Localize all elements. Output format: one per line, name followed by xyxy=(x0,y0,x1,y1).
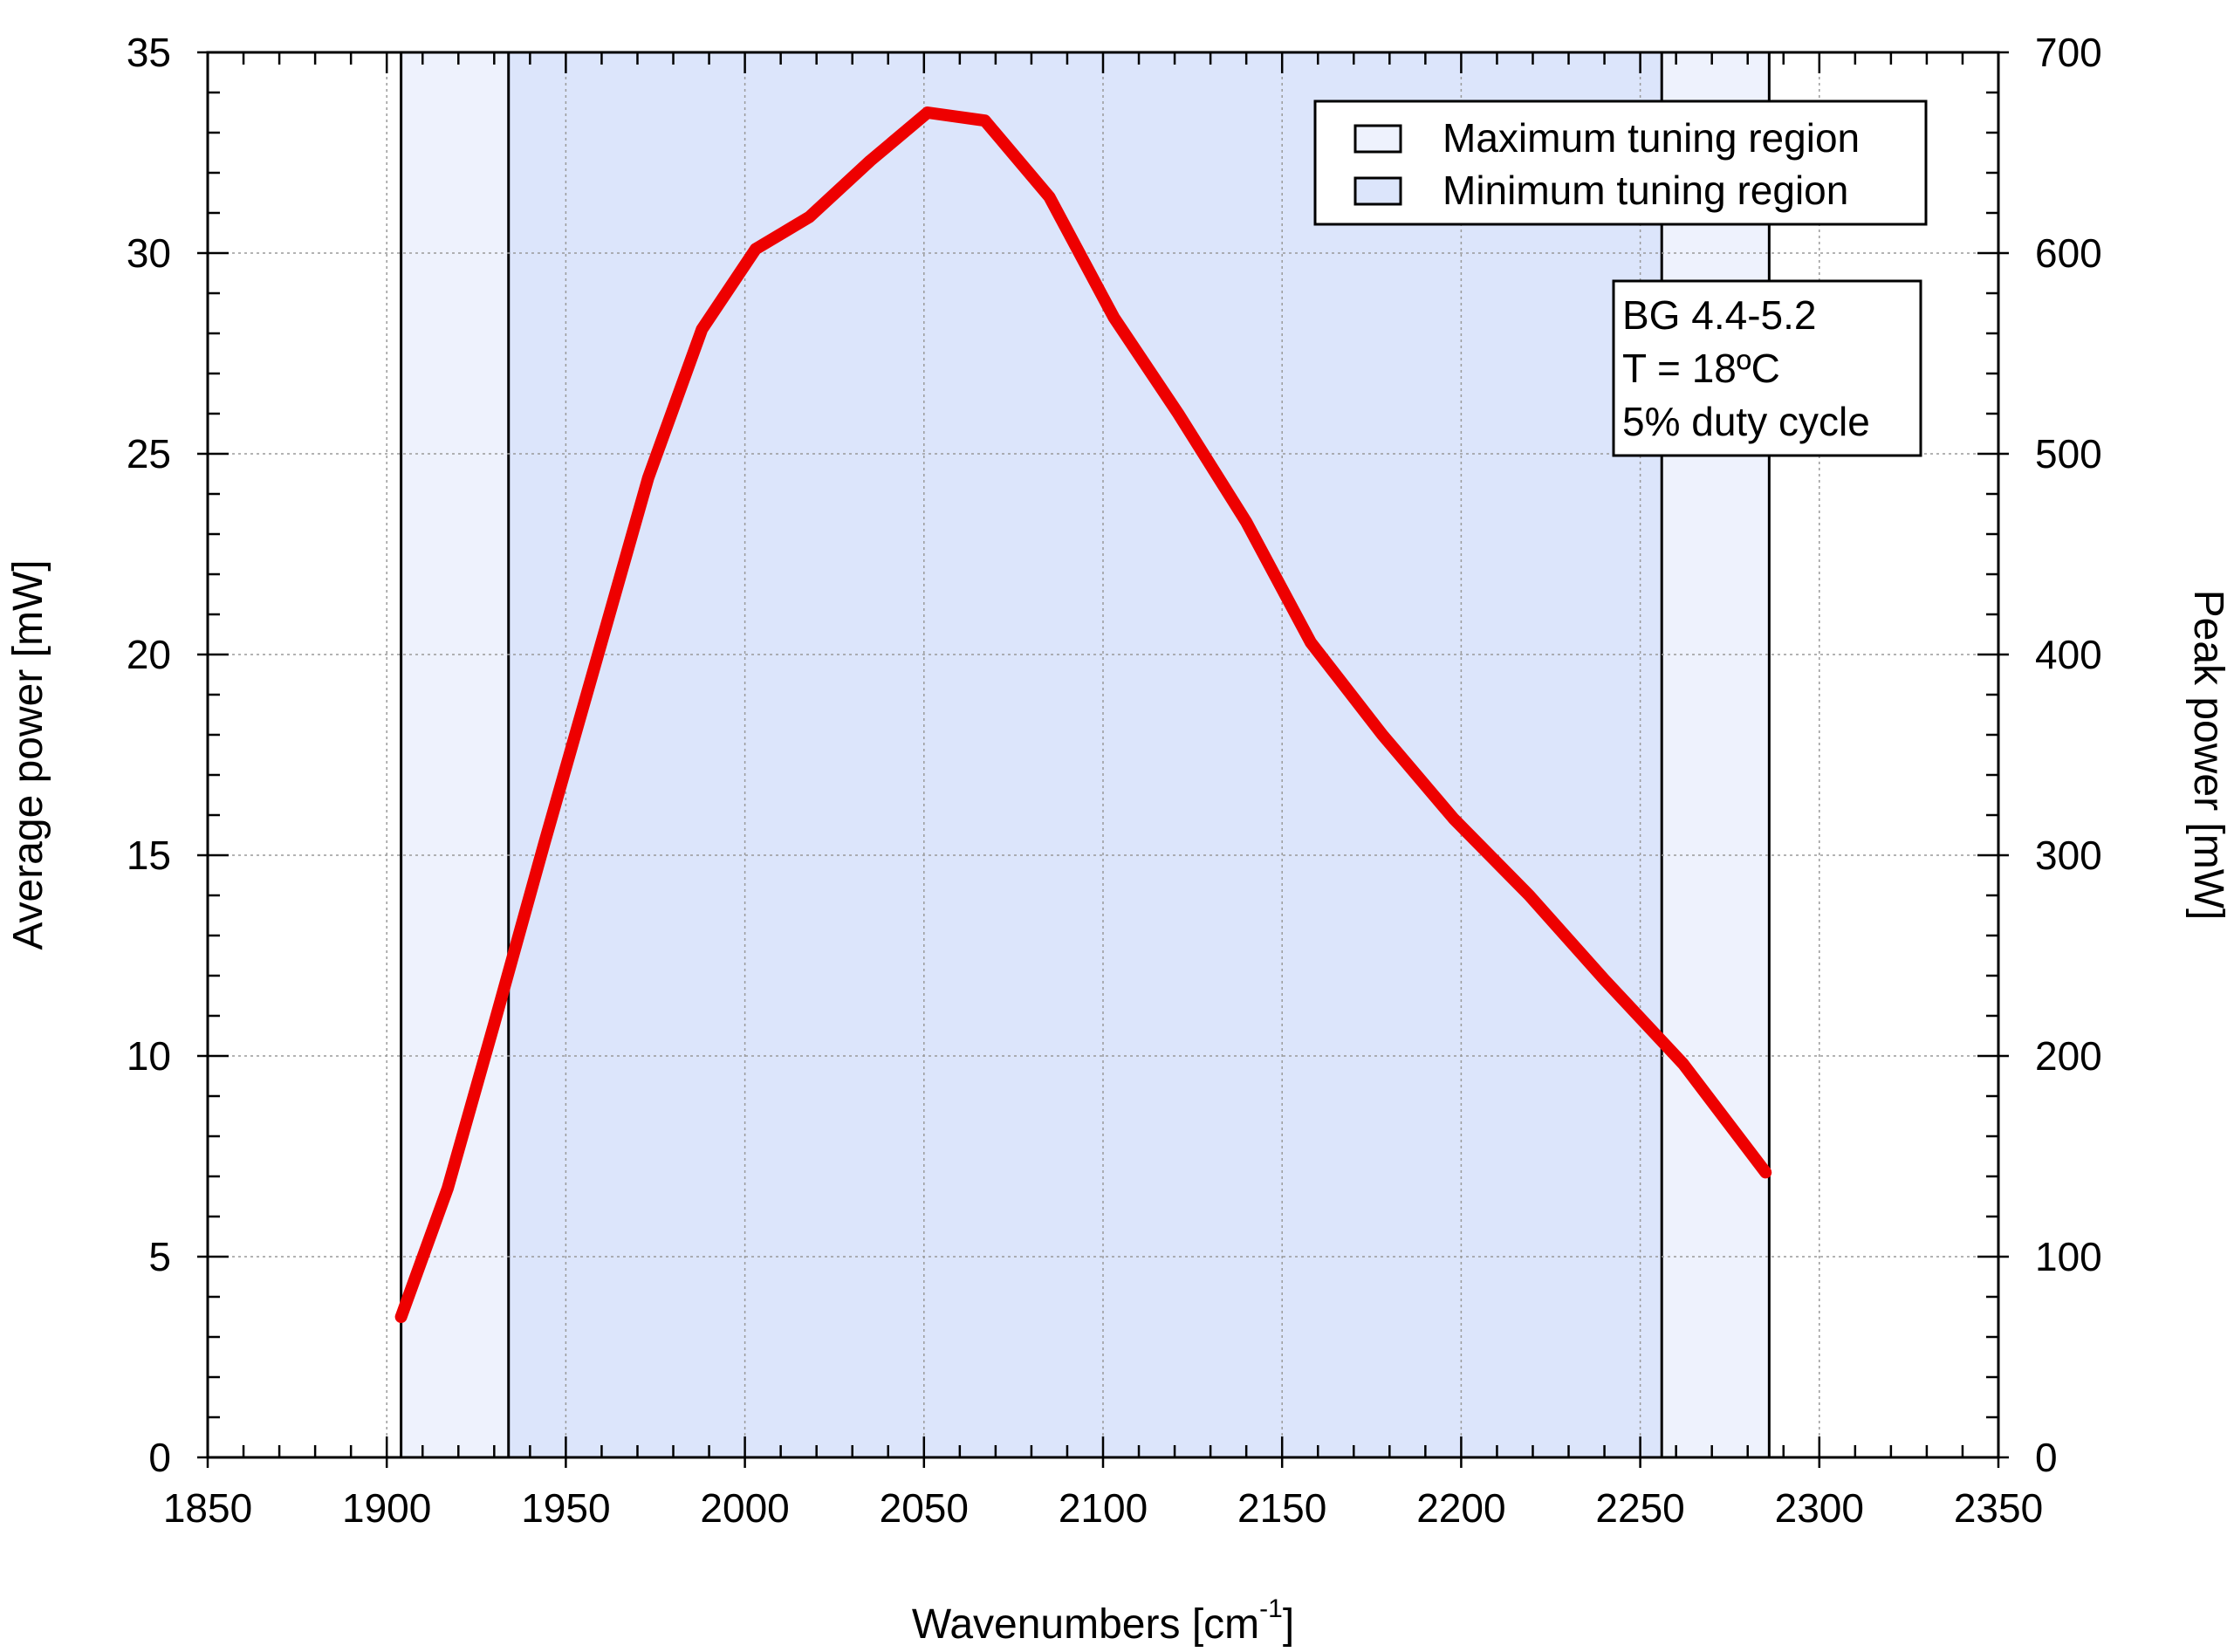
x-axis-title: Wavenumbers [cm-1] xyxy=(912,1594,1294,1648)
axis-ticks xyxy=(197,51,2009,1468)
x-axis-title-superscript: -1 xyxy=(1259,1594,1283,1623)
series-line-0 xyxy=(394,106,1772,1323)
y2-tick-label-400: 400 xyxy=(2035,632,2102,677)
tick-labels: 1850 1900 1950 2000 2050 2100 2150 2200 2250 2300… xyxy=(127,30,2102,1531)
region-1 xyxy=(508,52,1662,1457)
x-tick-label-2000: 2000 xyxy=(700,1485,789,1531)
annotation-line-1: BG 4.4-5.2 xyxy=(1622,292,1816,338)
legend-swatch-minimum xyxy=(1353,176,1402,206)
x-axis-title-suffix: ] xyxy=(1283,1601,1294,1648)
legend-label-maximum: Maximum tuning region xyxy=(1443,115,1860,161)
y2-tick-label-0: 0 xyxy=(2035,1435,2058,1480)
legend-box xyxy=(1313,99,1928,226)
y-tick-label-25: 25 xyxy=(127,431,171,476)
tuning-regions xyxy=(400,52,1771,1457)
y-tick-label-5: 5 xyxy=(148,1234,171,1279)
y2-tick-label-700: 700 xyxy=(2035,30,2102,75)
annotation: BG 4.4-5.2 T = 18ºC 5% duty cycle xyxy=(1612,279,1922,457)
y2-tick-label-500: 500 xyxy=(2035,431,2102,476)
x-tick-label-1900: 1900 xyxy=(342,1485,431,1531)
y-axis-title: Average power [mW] xyxy=(5,559,51,949)
x-tick-label-2200: 2200 xyxy=(1416,1485,1505,1531)
x-tick-label-1950: 1950 xyxy=(521,1485,610,1531)
y-tick-label-35: 35 xyxy=(127,30,171,75)
y2-tick-label-200: 200 xyxy=(2035,1033,2102,1079)
y-tick-label-20: 20 xyxy=(127,632,171,677)
annotation-line-2: T = 18ºC xyxy=(1622,346,1780,391)
legend-label-minimum: Minimum tuning region xyxy=(1443,168,1848,213)
x-tick-label-2250: 2250 xyxy=(1595,1485,1684,1531)
x-tick-label-2050: 2050 xyxy=(880,1485,969,1531)
x-tick-label-1850: 1850 xyxy=(163,1485,252,1531)
legend: Maximum tuning region Minimum tuning reg… xyxy=(1313,99,1928,226)
x-tick-label-2350: 2350 xyxy=(1954,1485,2043,1531)
y2-tick-label-300: 300 xyxy=(2035,833,2102,878)
y2-axis-title: Peak power [mW] xyxy=(2185,590,2231,921)
y2-tick-label-600: 600 xyxy=(2035,230,2102,276)
x-tick-label-2150: 2150 xyxy=(1237,1485,1326,1531)
x-tick-label-2300: 2300 xyxy=(1775,1485,1864,1531)
annotation-box xyxy=(1612,279,1922,457)
y2-tick-label-100: 100 xyxy=(2035,1234,2102,1279)
y-tick-label-30: 30 xyxy=(127,230,171,276)
y-tick-label-15: 15 xyxy=(127,833,171,878)
legend-swatch-maximum xyxy=(1353,124,1402,154)
series-layer xyxy=(394,106,1772,1323)
x-tick-label-2100: 2100 xyxy=(1059,1485,1148,1531)
y-tick-label-0: 0 xyxy=(148,1435,171,1480)
x-axis-title-main: Wavenumbers [cm xyxy=(912,1601,1259,1648)
annotation-line-3: 5% duty cycle xyxy=(1622,399,1870,444)
y-tick-label-10: 10 xyxy=(127,1033,171,1079)
